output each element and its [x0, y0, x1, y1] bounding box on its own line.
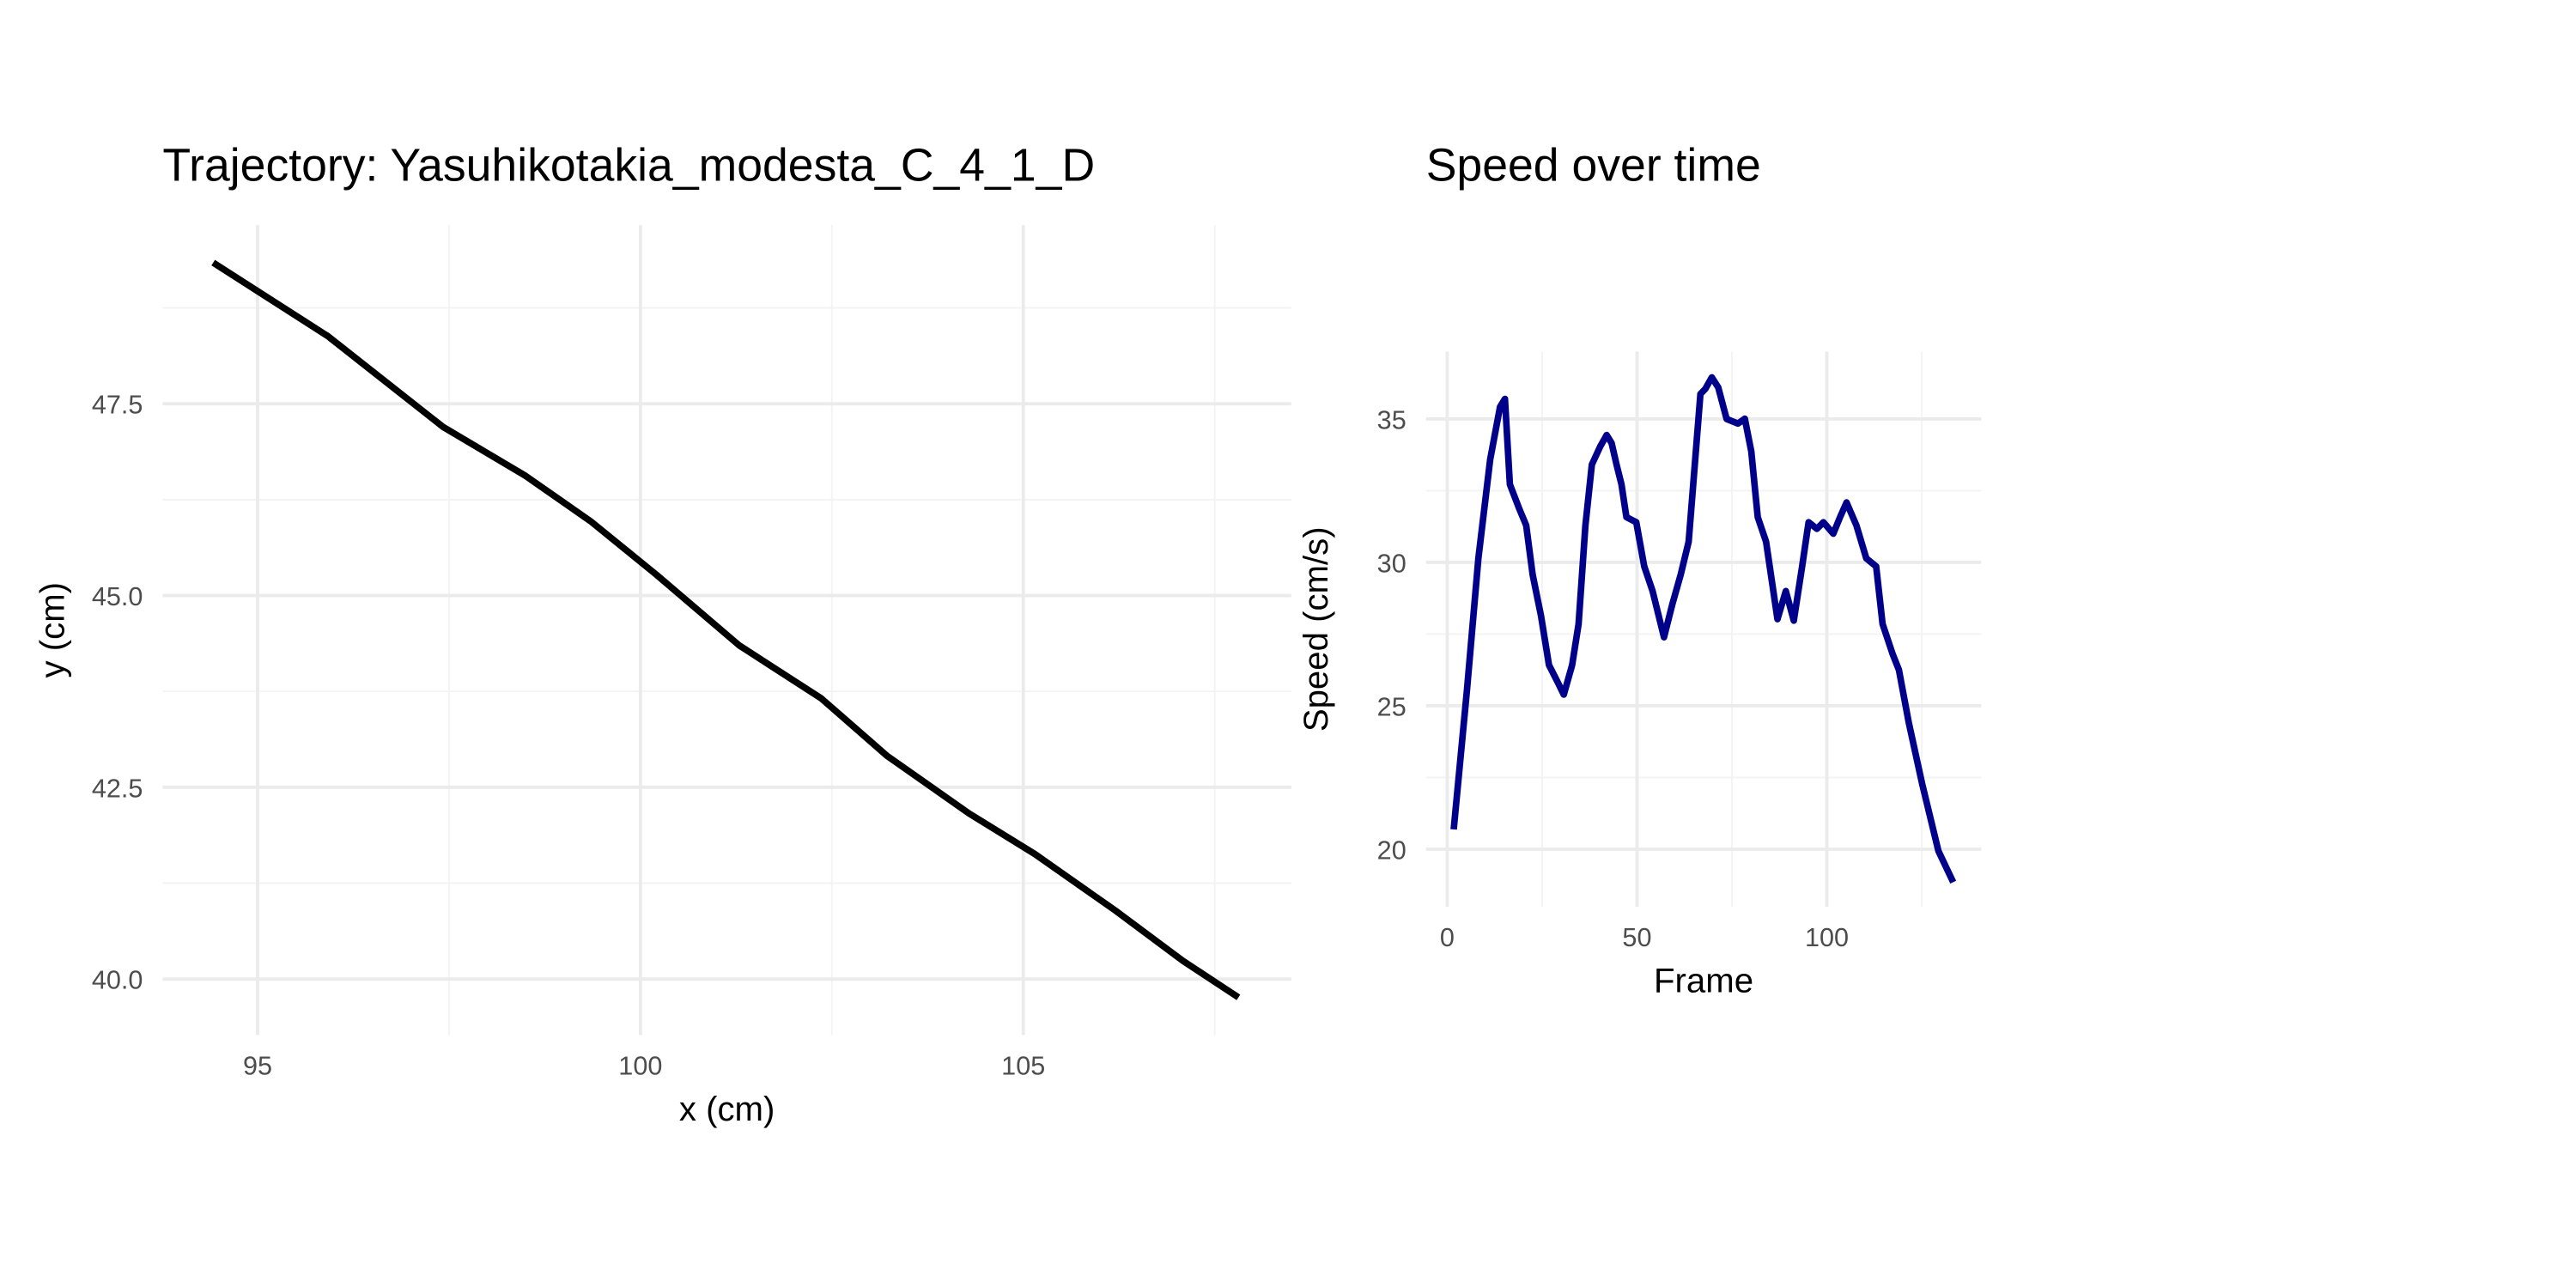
- y-tick-label: 20: [1377, 835, 1406, 865]
- data-line: [211, 259, 1241, 1000]
- chart-title: Trajectory: Yasuhikotakia_modesta_C_4_1_…: [162, 140, 1095, 191]
- y-tick-label: 45.0: [92, 582, 143, 611]
- y-tick-label: 47.5: [92, 391, 143, 420]
- y-tick-label: 42.5: [92, 774, 143, 803]
- y-axis-label: y (cm): [33, 582, 72, 678]
- y-tick-label: 25: [1377, 692, 1406, 721]
- y-tick-label: 40.0: [92, 966, 143, 995]
- x-tick-label: 95: [243, 1051, 272, 1080]
- x-tick-label: 100: [1805, 923, 1849, 952]
- x-tick-label: 0: [1440, 923, 1455, 952]
- chart-title: Speed over time: [1426, 140, 1761, 191]
- y-tick-label: 35: [1377, 405, 1406, 434]
- x-tick-label: 50: [1622, 923, 1651, 952]
- data-line: [1450, 374, 1957, 884]
- x-axis-label: x (cm): [679, 1090, 775, 1128]
- x-axis-label: Frame: [1654, 962, 1753, 1000]
- y-tick-label: 30: [1377, 549, 1406, 578]
- x-tick-label: 100: [618, 1051, 662, 1080]
- x-tick-label: 105: [1001, 1051, 1045, 1080]
- y-axis-label: Speed (cm/s): [1297, 526, 1335, 732]
